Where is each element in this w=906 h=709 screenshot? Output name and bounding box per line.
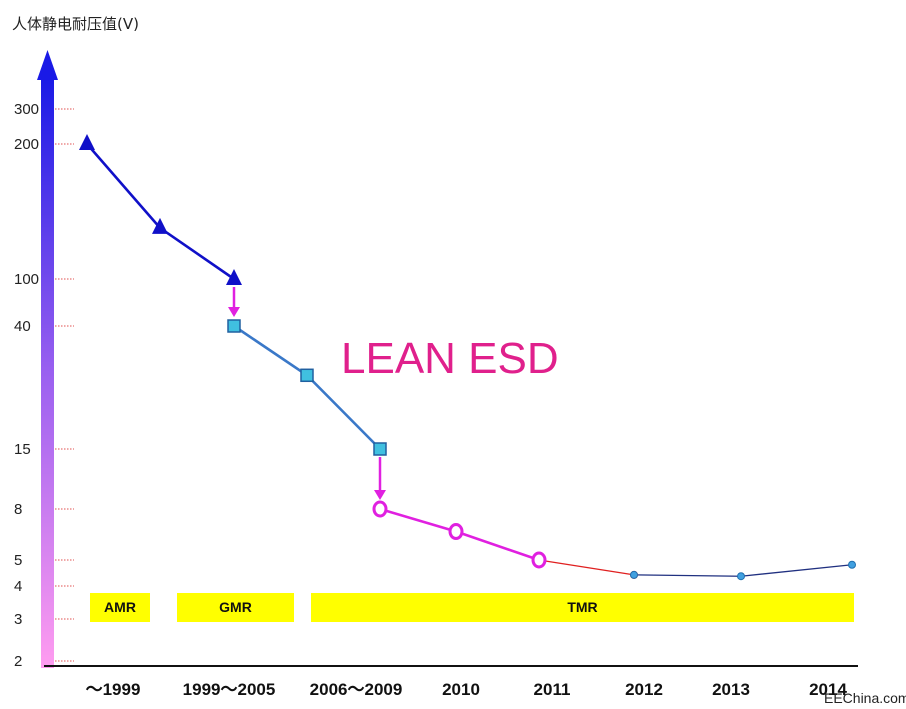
data-point: [848, 560, 856, 569]
x-tick-label: 2006～2009: [310, 680, 403, 699]
y-tick-label: 200: [14, 136, 39, 153]
annotation-lean-esd: LEAN ESD: [341, 334, 559, 383]
y-tick-label: 15: [14, 441, 31, 458]
data-point: [737, 572, 745, 581]
data-point: [372, 500, 388, 518]
x-tick-label: 2010: [442, 680, 480, 699]
series-line-dot: [538, 559, 635, 576]
series-markers: [79, 134, 856, 581]
x-tick-label: ～1999: [86, 680, 141, 699]
data-point: [531, 551, 547, 569]
y-axis-title: 人体静电耐压值(V): [12, 15, 139, 33]
y-tick-label: 2: [14, 653, 22, 670]
band-gmr: [177, 593, 294, 622]
data-point: [79, 134, 95, 150]
data-point: [300, 368, 314, 383]
data-point: [448, 523, 464, 541]
x-tick-label: 2013: [712, 680, 750, 699]
data-point: [152, 217, 168, 234]
drop-arrow: [374, 457, 386, 500]
band-amr: [90, 593, 150, 622]
y-axis-ticks: 300 200 100 40 15 8 5 4 3 2: [14, 101, 74, 670]
band-label: AMR: [104, 599, 136, 615]
drop-arrow: [228, 287, 240, 317]
x-tick-label: 2012: [625, 680, 663, 699]
band-label: GMR: [219, 599, 252, 615]
x-axis-ticks: ～1999 1999～2005 2006～2009 2010 2011 2012 2013 2…: [86, 680, 848, 699]
watermark: EEChina.com: [824, 690, 906, 706]
technology-bands: AMR GMR TMR: [90, 593, 854, 622]
y-tick-label: 100: [14, 271, 39, 288]
y-tick-label: 4: [14, 578, 22, 595]
band-label: TMR: [567, 599, 597, 615]
data-point: [227, 319, 241, 333]
series-line-triangle: [86, 143, 235, 281]
data-point: [226, 269, 242, 285]
y-tick-label: 300: [14, 101, 39, 118]
x-tick-label: 2011: [534, 680, 571, 699]
y-tick-label: 40: [14, 318, 31, 335]
drop-arrows: [228, 287, 386, 500]
band-tmr: [311, 593, 854, 622]
data-point: [373, 442, 387, 456]
y-tick-label: 8: [14, 501, 22, 518]
data-point: [630, 570, 638, 579]
y-tick-label: 3: [14, 611, 22, 628]
x-tick-label: 2014: [809, 680, 847, 699]
y-axis-arrow: [37, 50, 58, 668]
y-tick-label: 5: [14, 552, 22, 569]
x-tick-label: 1999～2005: [183, 680, 276, 699]
